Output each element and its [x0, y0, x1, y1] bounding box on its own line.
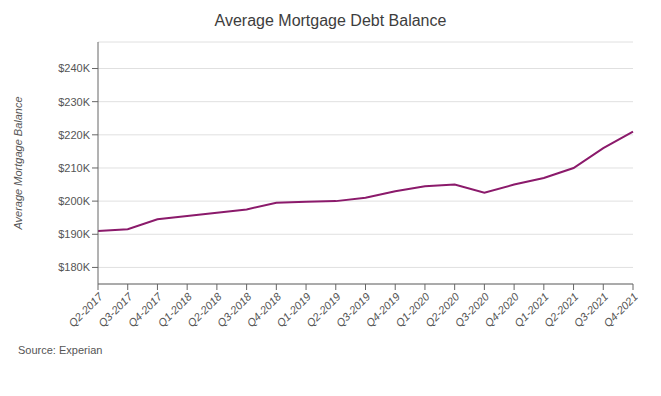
svg-text:Q3-2021: Q3-2021 — [571, 290, 611, 330]
svg-text:$240K: $240K — [58, 62, 90, 74]
svg-text:Q3-2020: Q3-2020 — [452, 290, 492, 330]
svg-text:Q1-2019: Q1-2019 — [274, 290, 313, 330]
svg-text:Q4-2017: Q4-2017 — [125, 290, 165, 330]
svg-text:Q3-2019: Q3-2019 — [333, 290, 373, 330]
svg-text:Q2-2020: Q2-2020 — [422, 290, 462, 330]
svg-text:Q1-2021: Q1-2021 — [512, 290, 551, 330]
svg-text:Q4-2018: Q4-2018 — [244, 290, 284, 330]
svg-text:$180K: $180K — [58, 261, 90, 273]
svg-text:Q1-2020: Q1-2020 — [393, 290, 432, 330]
html-text:Average Mortgage Debt Balance: Average Mortgage Debt Balance — [214, 12, 447, 29]
svg-text:Q4-2019: Q4-2019 — [363, 290, 403, 330]
svg-text:Q3-2017: Q3-2017 — [95, 290, 135, 330]
svg-text:Average Mortgage Balance: Average Mortgage Balance — [12, 96, 24, 230]
svg-text:$220K: $220K — [58, 129, 90, 141]
svg-text:Q3-2018: Q3-2018 — [214, 290, 254, 330]
svg-text:Q2-2021: Q2-2021 — [541, 290, 581, 330]
svg-text:$200K: $200K — [58, 195, 90, 207]
svg-text:Q2-2018: Q2-2018 — [185, 290, 224, 330]
html-text:Source: Experian: Source: Experian — [18, 344, 103, 356]
svg-text:$190K: $190K — [58, 228, 90, 240]
svg-text:$230K: $230K — [58, 96, 90, 108]
svg-text:$210K: $210K — [58, 162, 90, 174]
svg-text:Q4-2021: Q4-2021 — [601, 290, 640, 329]
svg-text:Q2-2017: Q2-2017 — [66, 290, 105, 330]
svg-text:Q1-2018: Q1-2018 — [155, 290, 195, 330]
svg-text:Q2-2019: Q2-2019 — [304, 290, 343, 330]
svg-text:Q4-2020: Q4-2020 — [482, 290, 521, 330]
